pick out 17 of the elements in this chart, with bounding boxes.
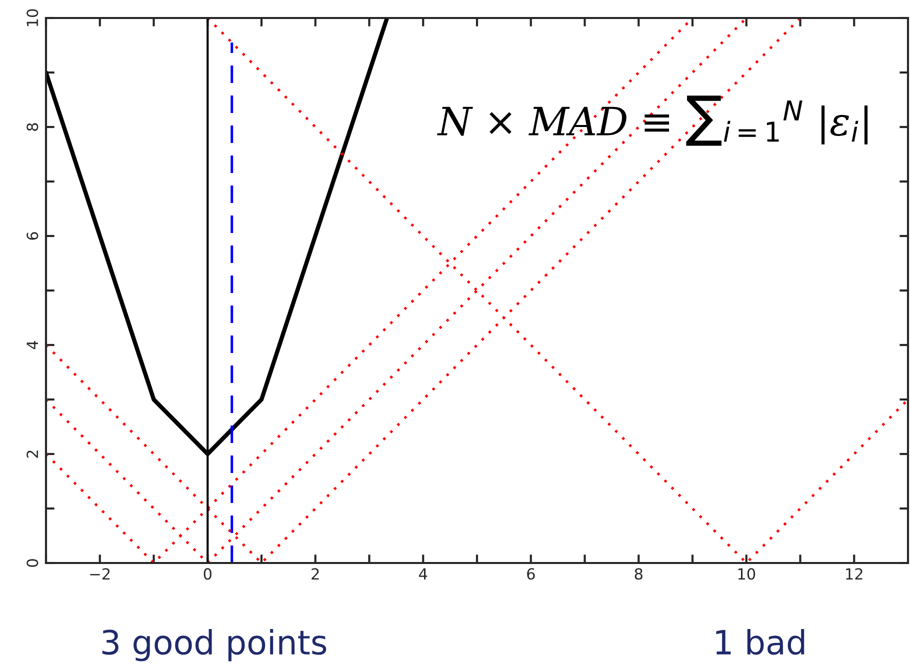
annotation: N × MAD ≡ ∑$_{i=1}$$^{N}$ |ε$_{i}$|	[437, 96, 868, 146]
x-tick-label: 8	[634, 568, 642, 580]
x-tick-label: 2	[312, 568, 319, 580]
y-tick-label: 8	[26, 123, 38, 131]
y-tick-label: 0	[26, 559, 38, 567]
x-tick-label: 12	[846, 568, 862, 580]
x-tick-label: 4	[419, 568, 428, 580]
x-tick-label: 6	[527, 568, 535, 580]
x-tick-label: −2	[90, 568, 110, 580]
y-tick-label: 10	[26, 9, 38, 26]
y-tick-label: 4	[26, 340, 38, 350]
y-tick-label: 2	[26, 450, 38, 458]
x-tick-label: 0	[204, 568, 212, 580]
text: 1 bad	[716, 628, 804, 655]
y-tick-label: 6	[26, 232, 38, 240]
text: 3 good points	[102, 628, 326, 662]
x-tick-label: 10	[738, 568, 756, 580]
